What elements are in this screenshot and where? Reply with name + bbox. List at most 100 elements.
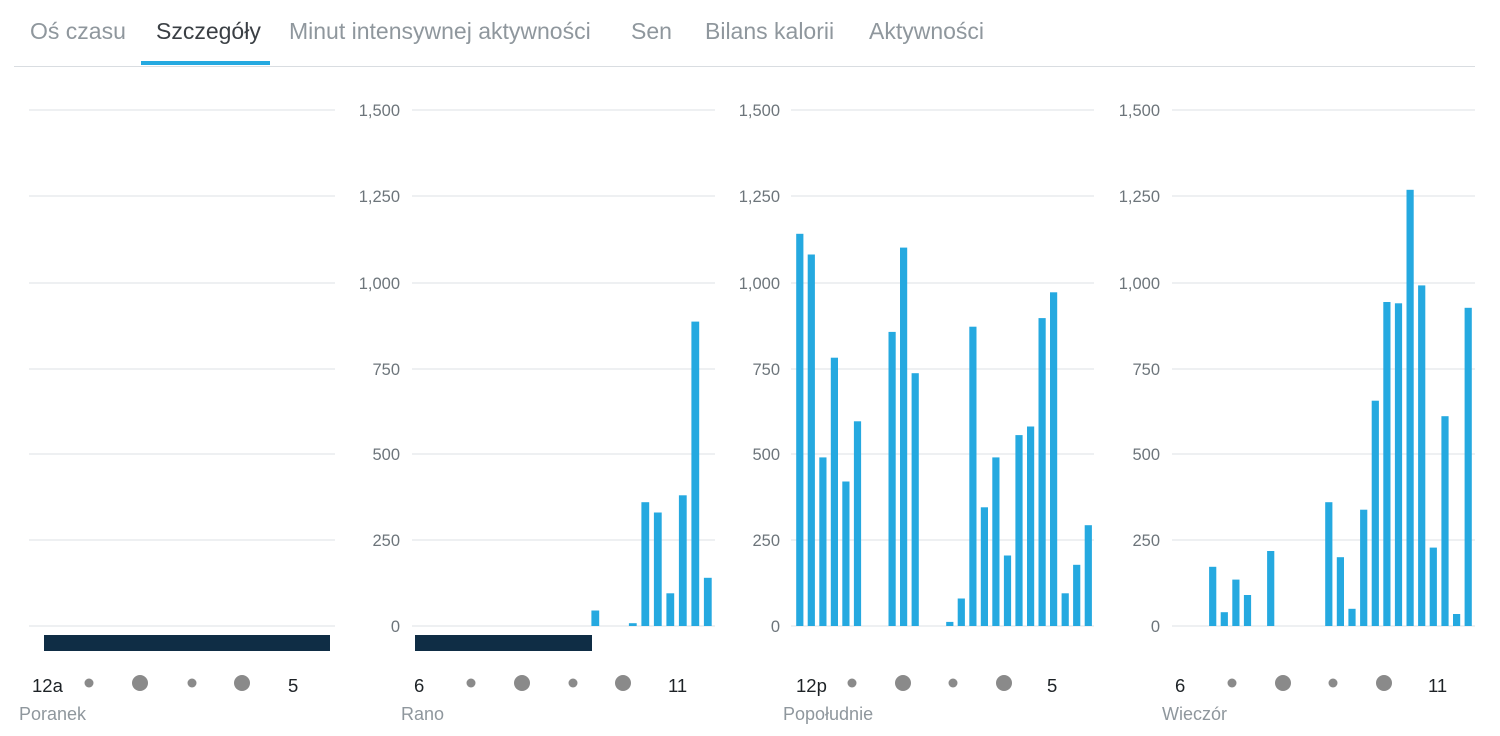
timeline-dot: [948, 678, 958, 688]
x-end-label: 5: [1047, 675, 1057, 696]
tab-sleep[interactable]: Sen: [631, 18, 672, 44]
panel-label: Popołudnie: [783, 704, 873, 724]
chart-bar: [703, 577, 712, 626]
chart-bar: [1336, 557, 1344, 626]
chart-bar: [1061, 593, 1069, 626]
chart-bar: [628, 623, 637, 626]
chart-bar: [830, 357, 838, 626]
y-tick-label: 0: [1151, 618, 1160, 636]
chart-bar: [1015, 435, 1023, 626]
y-tick-label: 250: [752, 532, 780, 550]
timeline-dot: [1275, 675, 1291, 691]
chart-bar: [641, 502, 650, 626]
chart-bar: [1406, 189, 1414, 627]
y-tick-label: 1,500: [359, 102, 400, 120]
chart-bar: [1441, 416, 1449, 626]
y-tick-label: 750: [752, 361, 780, 379]
chart-bar: [591, 610, 600, 626]
timeline-dot: [895, 675, 911, 691]
chart-bar: [1453, 614, 1461, 626]
chart-bar: [842, 481, 850, 626]
timeline-dot: [234, 675, 250, 691]
tab-timeline[interactable]: Oś czasu: [30, 18, 126, 44]
timeline-dot: [132, 675, 148, 691]
chart-bar: [1038, 318, 1046, 626]
chart-bar: [980, 507, 988, 626]
y-tick-label: 1,500: [739, 102, 780, 120]
timeline-dot: [1328, 678, 1338, 688]
chart-bar: [1464, 307, 1472, 626]
chart-bar: [1267, 551, 1275, 626]
active-tab-indicator: [141, 61, 270, 65]
y-tick-label: 0: [771, 618, 780, 636]
chart-bar: [819, 457, 827, 626]
x-start-label: 6: [414, 675, 424, 696]
chart-bar: [900, 247, 908, 626]
x-start-label: 6: [1175, 675, 1185, 696]
chart-bar: [1050, 292, 1058, 626]
y-tick-label: 1,000: [359, 275, 400, 293]
panel-label: Poranek: [19, 704, 87, 724]
sleep-bar: [415, 635, 592, 651]
chart-bar: [957, 598, 965, 626]
timeline-dot: [568, 678, 578, 688]
chart-bar: [1220, 612, 1228, 626]
timeline-dot: [187, 678, 197, 688]
y-tick-label: 1,250: [359, 188, 400, 206]
chart-bar: [1209, 566, 1217, 626]
tab-bar: Oś czasu Szczegóły Minut intensywnej akt…: [14, 0, 1475, 67]
chart-bar: [1348, 608, 1356, 626]
timeline-dot: [84, 678, 94, 688]
chart-bar: [1073, 564, 1081, 626]
chart-bar: [1394, 303, 1403, 626]
chart-bar: [1084, 525, 1092, 626]
timeline-dot: [615, 675, 631, 691]
y-tick-label: 500: [372, 446, 400, 464]
y-tick-label: 750: [372, 361, 400, 379]
tab-details[interactable]: Szczegóły: [156, 18, 261, 44]
timeline-dot: [514, 675, 530, 691]
timeline-dot: [847, 678, 857, 688]
y-tick-label: 750: [1132, 361, 1160, 379]
chart-bar: [1383, 302, 1391, 626]
chart-bar: [1360, 509, 1368, 626]
y-tick-label: 1,500: [1119, 102, 1160, 120]
x-end-label: 11: [1428, 675, 1447, 696]
x-start-label: 12a: [32, 675, 64, 696]
chart-bar: [1418, 285, 1426, 626]
chart-bar: [1003, 555, 1012, 626]
tab-calorie-balance[interactable]: Bilans kalorii: [705, 18, 835, 44]
y-tick-label: 0: [391, 618, 400, 636]
chart-bar: [946, 621, 954, 626]
chart-bar: [1232, 579, 1240, 626]
chart-bar: [1243, 595, 1252, 626]
chart-bar: [1429, 547, 1437, 626]
chart-bar: [796, 233, 804, 627]
panel-label: Rano: [401, 704, 444, 724]
timeline-dot: [1227, 678, 1237, 688]
panel-label: Wieczór: [1162, 704, 1227, 724]
y-tick-label: 500: [1132, 446, 1160, 464]
tab-activities[interactable]: Aktywności: [869, 18, 985, 44]
timeline-dot: [996, 675, 1012, 691]
sleep-bar: [44, 635, 330, 651]
chart-bar: [1027, 426, 1035, 626]
x-end-label: 11: [668, 675, 687, 696]
chart-bar: [911, 373, 919, 626]
y-tick-label: 250: [372, 532, 400, 550]
chart-bar: [888, 331, 896, 626]
y-tick-label: 250: [1132, 532, 1160, 550]
chart-bar: [1325, 502, 1333, 626]
chart-bar: [666, 593, 675, 626]
chart-bar: [1371, 400, 1379, 626]
x-start-label: 12p: [796, 675, 827, 696]
y-tick-label: 1,000: [1119, 275, 1160, 293]
timeline-dot: [1376, 675, 1392, 691]
y-tick-label: 1,250: [1119, 188, 1160, 206]
chart-bar: [853, 421, 862, 626]
chart-bar: [969, 326, 977, 626]
tab-active-minutes[interactable]: Minut intensywnej aktywności: [289, 18, 591, 44]
chart-bar: [992, 457, 1000, 626]
chart-bar: [807, 254, 815, 626]
